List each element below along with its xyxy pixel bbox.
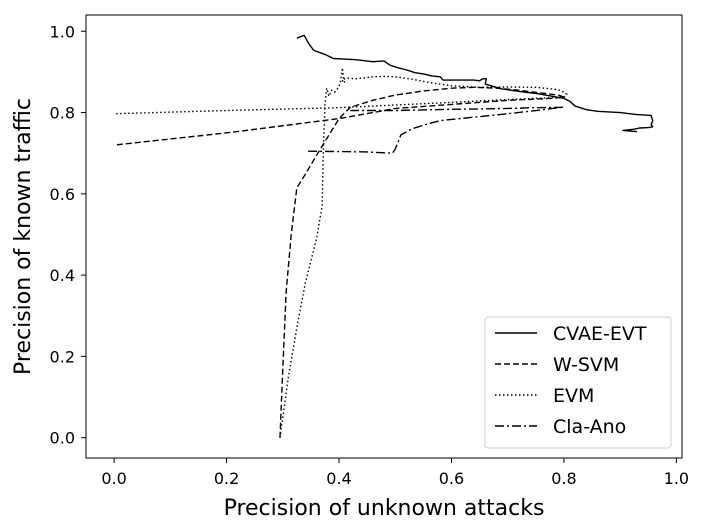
y-tick-label: 0.6: [50, 185, 75, 204]
y-tick-label: 0.0: [50, 429, 75, 448]
legend-label: EVM: [553, 385, 594, 407]
x-axis-title: Precision of unknown attacks: [224, 496, 545, 521]
legend: CVAE-EVT W-SVM EVM Cla-Ano: [484, 316, 672, 449]
series-line-cla-ano: [308, 106, 565, 154]
axes-frame-layer: [85, 14, 683, 459]
series-line-cvae-evt: [296, 34, 654, 133]
legend-entries: CVAE-EVT W-SVM EVM Cla-Ano: [495, 323, 647, 438]
y-axis-title: Precision of known traffic: [11, 98, 36, 375]
series-line-w-svm: [114, 86, 565, 438]
y-tick-label: 0.2: [50, 347, 75, 366]
tick-layer: 0.0 0.2 0.4 0.6 0.8 1.0 0.0 0.2 0.4 0.6 0.8 1.0: [50, 22, 690, 488]
legend-label: CVAE-EVT: [553, 323, 647, 345]
x-tick-label: 0.2: [214, 469, 239, 488]
legend-label: W-SVM: [553, 354, 619, 376]
y-tick-label: 1.0: [50, 22, 75, 41]
series-line-evm: [114, 67, 568, 438]
y-tick-label: 0.8: [50, 104, 75, 123]
x-tick-label: 0.4: [326, 469, 351, 488]
legend-box: [484, 316, 672, 449]
x-tick-label: 0.8: [551, 469, 576, 488]
x-tick-label: 0.6: [439, 469, 464, 488]
x-tick-label: 0.0: [101, 469, 126, 488]
axes-frame: [85, 14, 683, 459]
plot-layer: [114, 34, 654, 438]
legend-label: Cla-Ano: [553, 416, 626, 438]
y-tick-label: 0.4: [50, 266, 75, 285]
x-tick-label: 1.0: [664, 469, 689, 488]
